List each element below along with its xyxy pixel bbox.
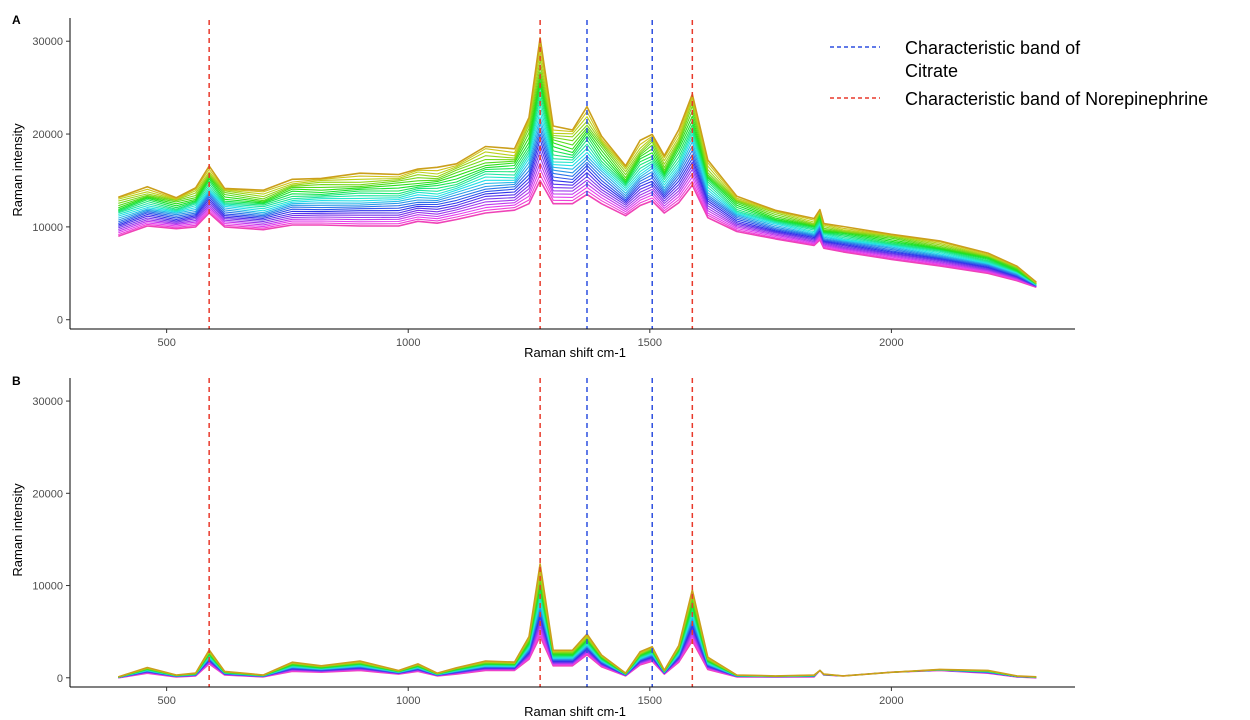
x-tick-label-a-500: 500 [157, 337, 175, 349]
y-tick-label-b-20000: 20000 [32, 488, 63, 500]
spectrum-line-a-25 [118, 179, 1037, 288]
x-tick-label-b-2000: 2000 [879, 695, 903, 707]
legend-citrate-label-line1: Characteristic band of [905, 38, 1081, 58]
panel-b-spectra [118, 563, 1037, 679]
x-tick-label-b-1500: 1500 [638, 695, 662, 707]
x-tick-label-a-1000: 1000 [396, 337, 420, 349]
panel-b-y-axis-title: Raman intensity [10, 483, 25, 577]
x-tick-label-b-500: 500 [157, 695, 175, 707]
spectrum-line-b-9 [118, 587, 1037, 678]
spectrum-line-b-14 [118, 603, 1037, 678]
spectrum-line-b-12 [118, 597, 1037, 678]
legend-citrate-label-line2: Citrate [905, 61, 958, 81]
legend: Characteristic band of Citrate Character… [830, 38, 1208, 109]
y-tick-label-a-0: 0 [57, 315, 63, 327]
spectrum-line-b-11 [118, 593, 1037, 678]
panel-b-x-axis-title: Raman shift cm-1 [524, 704, 626, 719]
y-tick-label-b-0: 0 [57, 673, 63, 685]
y-tick-label-a-10000: 10000 [32, 222, 63, 234]
panel-a-y-axis-title: Raman intensity [10, 123, 25, 217]
spectrum-line-b-16 [118, 609, 1037, 678]
panel-b-label: B [12, 374, 21, 388]
spectrum-line-b-10 [118, 590, 1037, 678]
y-tick-label-a-20000: 20000 [32, 129, 63, 141]
spectrum-line-a-21 [118, 156, 1037, 288]
x-tick-label-a-1500: 1500 [638, 337, 662, 349]
panel-a-x-axis-title: Raman shift cm-1 [524, 345, 626, 360]
spectrum-line-b-1 [118, 563, 1037, 678]
panel-a-spectra [118, 37, 1037, 288]
spectrum-line-b-8 [118, 585, 1037, 678]
y-tick-label-b-30000: 30000 [32, 396, 63, 408]
panel-a-band-markers [208, 20, 694, 329]
spectrum-line-a-19 [118, 144, 1037, 287]
legend-norepinephrine-label: Characteristic band of Norepinephrine [905, 89, 1208, 109]
y-tick-label-b-10000: 10000 [32, 581, 63, 593]
spectrum-line-b-15 [118, 606, 1037, 678]
y-tick-label-a-30000: 30000 [32, 36, 63, 48]
panel-b-band-markers [208, 378, 694, 687]
panel-a-label: A [12, 13, 21, 27]
x-tick-label-b-1000: 1000 [396, 695, 420, 707]
spectrum-line-b-13 [118, 600, 1037, 678]
x-tick-label-a-2000: 2000 [879, 337, 903, 349]
spectrum-line-a-1 [118, 37, 1037, 283]
